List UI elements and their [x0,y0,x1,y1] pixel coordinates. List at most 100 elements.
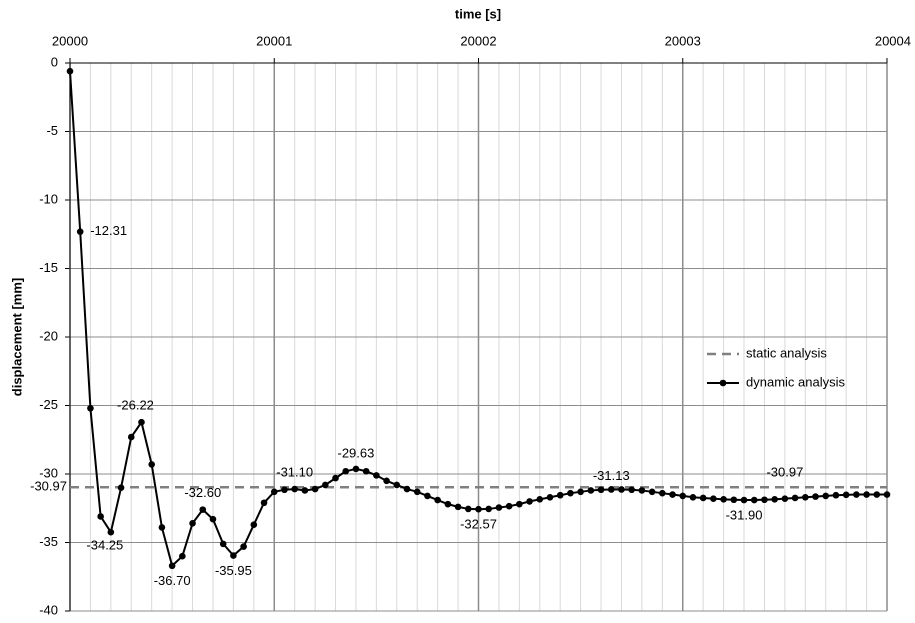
data-point [260,499,268,507]
data-point [301,487,309,494]
legend-label: dynamic analysis [746,374,845,389]
data-label: -30.97 [30,479,67,494]
data-label: -32.60 [184,485,221,500]
x-tick-label: 20002 [460,33,496,48]
data-point [281,486,288,494]
data-point [546,493,554,501]
data-point [485,505,493,513]
data-point [628,486,635,494]
data-point [209,515,217,523]
data-point [750,496,758,504]
data-point [607,486,615,493]
data-point [148,461,155,468]
x-axis-title: time [s] [455,6,501,21]
data-point [444,500,452,508]
data-point [587,487,595,494]
data-point [771,496,778,503]
legend-marker [719,379,727,387]
y-axis-title: displacement [mm] [9,278,24,396]
data-point [179,552,186,560]
data-point [127,433,135,441]
x-tick-label: 20004 [875,33,911,48]
data-point [730,496,738,504]
data-point [597,486,605,494]
data-point [250,521,258,528]
data-point [107,528,115,536]
data-point [853,491,860,498]
y-tick-label: 0 [51,54,58,69]
data-point [332,474,339,482]
data-point [781,495,789,502]
data-point [291,485,298,493]
data-point [464,505,472,513]
data-point [812,493,819,500]
y-tick-label: -15 [39,260,58,275]
y-tick-label: -30 [39,465,58,480]
data-point [76,228,84,235]
data-point [659,489,666,497]
data-label: -31.90 [726,507,763,522]
data-point [720,496,727,503]
data-point [270,488,278,496]
data-point [689,493,697,501]
data-point [648,488,656,496]
data-point [679,492,687,500]
data-label: -26.22 [117,398,154,413]
data-label: -12.31 [90,223,127,238]
data-point [219,540,227,548]
x-tick-label: 20001 [256,33,292,48]
data-point [434,496,441,504]
data-point [393,481,401,489]
data-point [158,524,166,531]
data-point [87,404,94,412]
y-tick-label: -25 [39,397,58,412]
data-point [97,513,104,520]
data-point [413,488,421,496]
data-point [761,496,768,504]
x-tick-label: 20000 [52,33,88,48]
data-label: -31.13 [593,468,630,483]
data-point [638,487,646,494]
y-tick-label: -10 [39,191,58,206]
data-point [189,520,196,527]
data-point [403,485,411,493]
data-point [536,496,544,503]
data-point [362,467,370,475]
data-point [710,495,717,502]
data-point [577,488,584,496]
data-label: -29.63 [338,445,375,460]
data-point [342,467,350,475]
x-tick-label: 20003 [665,33,701,48]
y-tick-label: -40 [39,602,58,617]
data-label: -36.70 [154,573,191,588]
y-tick-label: -35 [39,534,58,549]
data-point [199,506,207,513]
data-point [842,491,850,499]
data-point [66,67,74,75]
data-point [802,493,809,501]
data-point [373,472,380,479]
y-tick-label: -5 [46,123,58,138]
data-point [311,485,319,493]
data-point [138,418,145,426]
data-point [505,502,513,510]
data-point [526,498,533,505]
data-point [168,562,176,570]
data-point [352,465,360,473]
data-point [791,494,799,502]
data-point [230,552,237,559]
data-point [740,496,748,504]
data-point [832,491,840,499]
data-point [873,491,881,498]
data-point [475,505,482,513]
y-tick-label: -20 [39,328,58,343]
data-point [322,481,329,489]
data-point [516,500,523,508]
data-point [618,486,625,493]
data-point [383,477,390,485]
data-point [495,504,503,511]
data-point [863,491,870,498]
data-point [822,492,830,500]
data-label: -34.25 [86,538,123,553]
